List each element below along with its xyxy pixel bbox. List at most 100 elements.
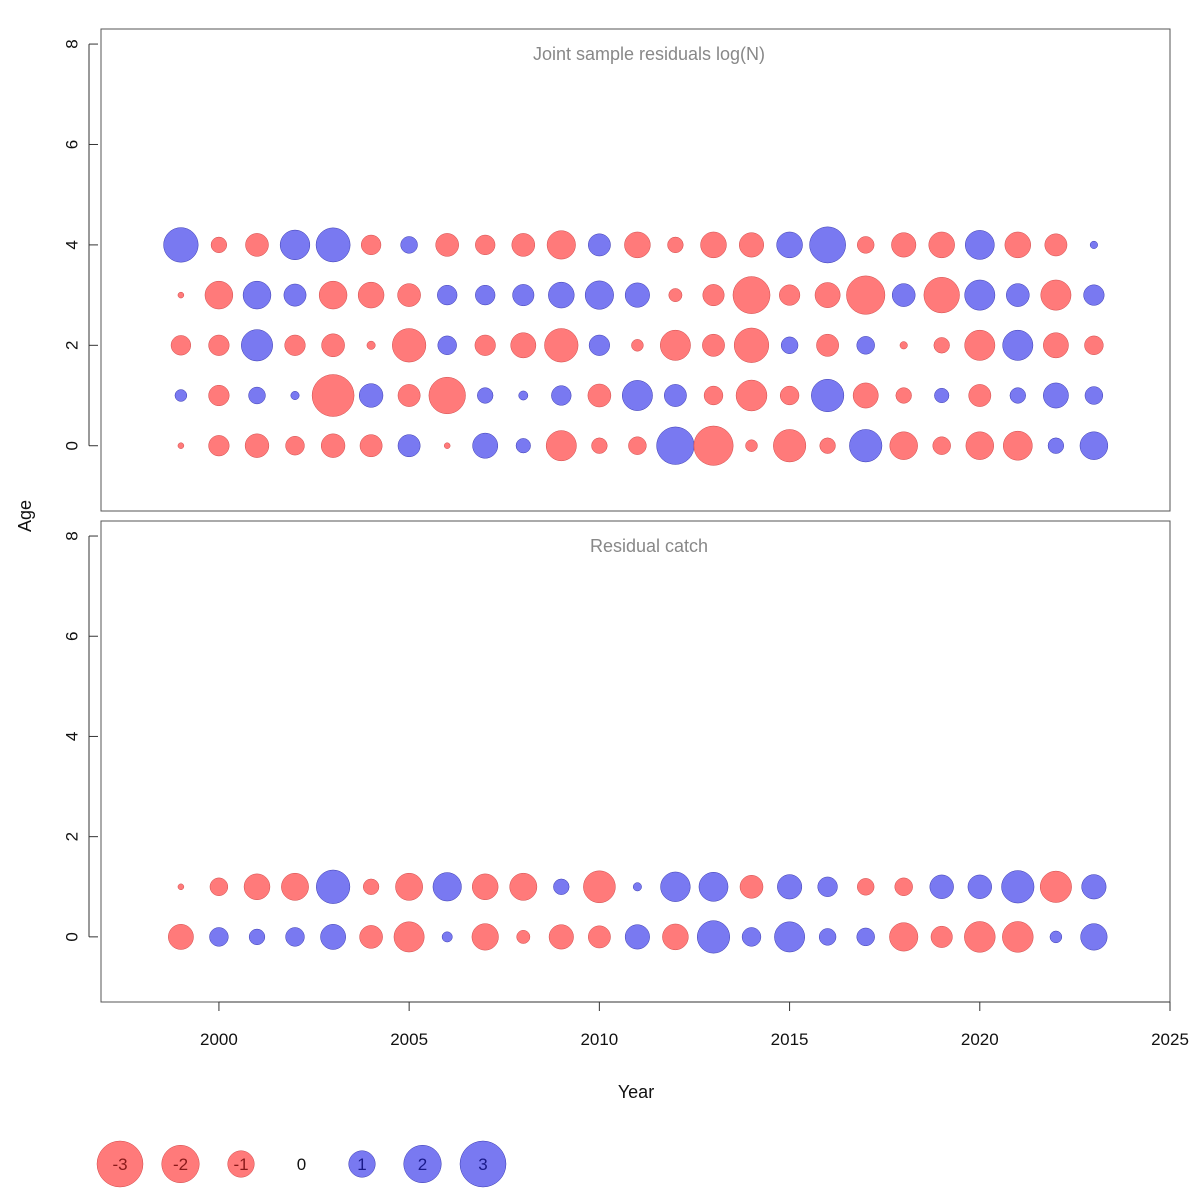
x-tick-label: 2025 bbox=[1151, 1030, 1189, 1049]
residual-bubble bbox=[318, 280, 348, 310]
residual-bubble bbox=[546, 230, 576, 260]
x-tick-label: 2005 bbox=[390, 1030, 428, 1049]
residual-bubble bbox=[624, 924, 650, 950]
legend-label: -3 bbox=[112, 1155, 127, 1174]
residual-bubble bbox=[204, 280, 234, 310]
residual-bubble bbox=[932, 436, 951, 455]
residual-bubble bbox=[583, 870, 616, 904]
residual-bubble bbox=[777, 874, 803, 900]
residual-bubble bbox=[774, 921, 805, 953]
panel-residual-catch: Residual catch 0 2 4 6 8 bbox=[63, 520, 1171, 1003]
residual-bubble bbox=[428, 376, 466, 415]
residual-bubble bbox=[472, 873, 499, 900]
panel-joint-sample: Joint sample residuals log(N) 0 2 4 6 8 bbox=[63, 28, 1171, 512]
residual-bubble bbox=[471, 923, 499, 951]
residual-bubble bbox=[518, 390, 529, 401]
residual-bubble bbox=[432, 872, 462, 902]
legend-bubble bbox=[403, 1144, 442, 1184]
residual-bubble bbox=[631, 339, 644, 352]
residual-bubble bbox=[283, 283, 307, 307]
residual-bubble bbox=[967, 874, 992, 899]
residual-bubble bbox=[475, 234, 496, 255]
x-tick-label: 2000 bbox=[200, 1030, 238, 1049]
residual-bubble bbox=[660, 329, 691, 361]
legend-label: 3 bbox=[478, 1155, 487, 1174]
y-axis: 0 2 4 6 8 bbox=[63, 39, 98, 450]
residual-bubble bbox=[964, 329, 996, 361]
residual-bubble bbox=[208, 435, 230, 457]
y-tick-label: 6 bbox=[63, 632, 82, 641]
residual-bubble bbox=[1080, 923, 1108, 951]
residual-bubble bbox=[588, 233, 611, 257]
x-axis: 2000 2005 2010 2015 2020 2025 bbox=[200, 1001, 1189, 1049]
residual-bubble bbox=[245, 233, 269, 257]
residual-bubble bbox=[930, 925, 953, 948]
residual-bubble bbox=[891, 283, 916, 307]
residual-bubble bbox=[628, 436, 647, 455]
residual-bubble bbox=[819, 437, 836, 454]
residual-bubble bbox=[622, 380, 653, 411]
residual-bubble bbox=[624, 231, 651, 259]
y-axis-title: Age bbox=[15, 500, 35, 532]
residual-bubble bbox=[1040, 279, 1072, 311]
residual-bubble bbox=[703, 385, 724, 406]
residual-bubble bbox=[437, 335, 457, 355]
residual-bubble bbox=[548, 281, 575, 309]
panel-title: Joint sample residuals log(N) bbox=[533, 44, 765, 64]
residual-bubble bbox=[779, 385, 800, 406]
residual-bubble bbox=[177, 291, 185, 299]
residual-bubble bbox=[285, 436, 305, 456]
residual-bubble bbox=[248, 386, 266, 405]
residual-bubble bbox=[773, 429, 807, 463]
residual-bubble bbox=[1006, 283, 1030, 307]
residual-bubble bbox=[899, 341, 908, 350]
residual-bubble bbox=[849, 429, 883, 463]
residual-bubble bbox=[443, 442, 451, 449]
y-tick-label: 8 bbox=[63, 39, 82, 48]
residual-bubble bbox=[588, 334, 610, 356]
residual-bubble bbox=[474, 334, 496, 356]
y-tick-label: 0 bbox=[63, 441, 82, 450]
residual-bubble bbox=[732, 276, 771, 314]
residual-bubble bbox=[361, 234, 382, 255]
residual-bubble bbox=[809, 226, 846, 264]
legend-bubble bbox=[227, 1150, 255, 1178]
legend-label: 0 bbox=[297, 1155, 306, 1174]
residual-bubble bbox=[1039, 870, 1072, 903]
residual-bubble bbox=[1084, 386, 1104, 405]
bubble-layer bbox=[168, 869, 1108, 954]
residual-bubble bbox=[591, 437, 608, 454]
residual-bubble bbox=[315, 227, 351, 263]
residual-bubble bbox=[241, 329, 273, 362]
residual-bubble bbox=[437, 285, 458, 306]
residual-bubble bbox=[1083, 284, 1105, 306]
legend-bubble bbox=[348, 1150, 376, 1178]
residual-bubble bbox=[242, 280, 272, 310]
residual-bubble bbox=[163, 227, 199, 263]
residual-bubble bbox=[889, 922, 919, 952]
residual-bubble bbox=[209, 877, 229, 896]
residual-bubble bbox=[548, 924, 574, 950]
legend: -3 -2 -1 0 1 2 3 bbox=[96, 1140, 507, 1188]
residual-bubble bbox=[741, 927, 762, 947]
residual-bubble bbox=[359, 434, 383, 458]
residual-bubble bbox=[857, 236, 875, 254]
residual-bubble bbox=[693, 425, 734, 466]
residual-bubble bbox=[170, 335, 191, 356]
residual-bubble bbox=[934, 387, 950, 404]
residual-bubble bbox=[208, 334, 230, 356]
residual-bubble bbox=[667, 236, 684, 254]
residual-bubble bbox=[366, 340, 376, 350]
residual-bubble bbox=[284, 334, 306, 356]
legend-label: 1 bbox=[357, 1155, 366, 1174]
residual-bubble bbox=[472, 432, 499, 459]
panel-title: Residual catch bbox=[590, 536, 708, 556]
x-tick-label: 2015 bbox=[771, 1030, 809, 1049]
residual-bubble bbox=[624, 282, 650, 308]
residual-bubble bbox=[441, 931, 453, 943]
residual-bubble bbox=[895, 387, 912, 404]
residual-bubble bbox=[857, 878, 875, 896]
residual-bubble bbox=[702, 284, 725, 307]
residual-bubble bbox=[662, 923, 689, 951]
